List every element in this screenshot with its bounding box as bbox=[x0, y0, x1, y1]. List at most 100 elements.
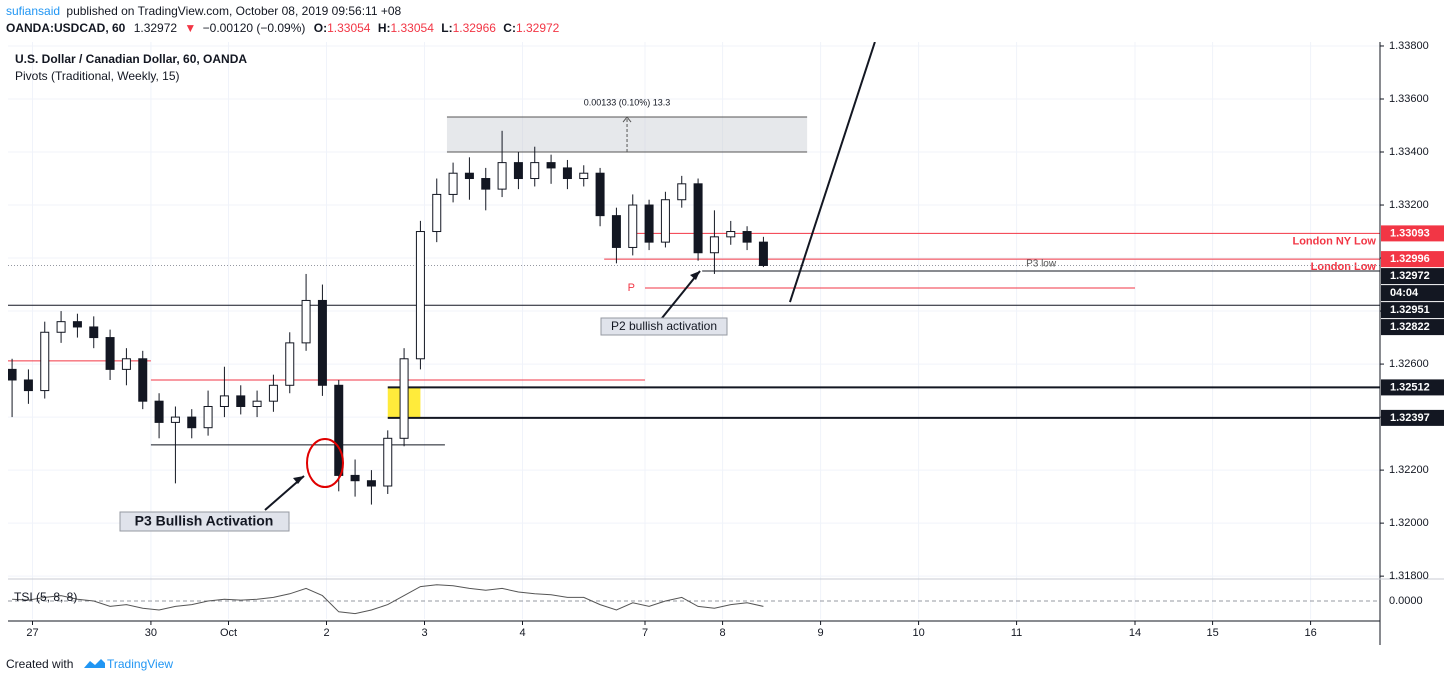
price-pane: 0.00133 (0.10%) 13.3 London NY Low London … bbox=[8, 42, 1380, 505]
symbol-line: OANDA:USDCAD, 60 1.32972 ▼ −0.00120 (−0.… bbox=[6, 21, 560, 35]
arrow bbox=[661, 270, 701, 319]
symbol: OANDA:USDCAD, 60 bbox=[6, 21, 126, 35]
price-tag bbox=[1381, 409, 1444, 426]
x-tick-label: 9 bbox=[818, 627, 824, 639]
candle-body bbox=[154, 400, 164, 423]
y-tick-label: 1.33200 bbox=[1389, 199, 1429, 211]
candle-body bbox=[758, 241, 768, 266]
footer-text: Created with bbox=[6, 657, 73, 671]
measure-arrow-head bbox=[622, 116, 632, 123]
y-tick-label: 1.32600 bbox=[1389, 358, 1429, 370]
candle-body bbox=[628, 204, 638, 248]
candle-body bbox=[236, 395, 246, 407]
x-tick-label: 3 bbox=[421, 627, 427, 639]
candle-body bbox=[203, 405, 213, 429]
candle-body bbox=[170, 416, 180, 423]
candle-body bbox=[285, 342, 295, 386]
x-tick-label: 30 bbox=[145, 627, 157, 639]
candle-body bbox=[693, 183, 703, 254]
published: published on TradingView.com, October 08… bbox=[66, 4, 401, 18]
ohlc-label: H: bbox=[378, 21, 391, 35]
candle-body bbox=[562, 167, 572, 180]
candle-body bbox=[121, 358, 131, 370]
candle-body bbox=[8, 368, 17, 381]
price-tag bbox=[1381, 302, 1444, 319]
ohlc-value: 1.32972 bbox=[516, 21, 560, 35]
level-name: London NY Low bbox=[1292, 235, 1376, 247]
price-tag bbox=[1381, 285, 1444, 302]
x-tick-label: 16 bbox=[1304, 627, 1316, 639]
axes: 1.318001.320001.322001.324001.326001.328… bbox=[8, 40, 1444, 645]
candle-body bbox=[301, 299, 311, 344]
x-tick-label: 10 bbox=[912, 627, 924, 639]
y-tick-label: 1.31800 bbox=[1389, 570, 1429, 582]
candle-body bbox=[530, 162, 540, 180]
price-tag bbox=[1381, 251, 1444, 268]
y-tick-label: 1.33600 bbox=[1389, 93, 1429, 105]
price-tag bbox=[1381, 319, 1444, 336]
price-tag-label: 1.32972 bbox=[1390, 270, 1430, 282]
candle-body bbox=[579, 172, 589, 180]
ohlc-label: O: bbox=[314, 21, 327, 35]
candle-body bbox=[383, 437, 393, 487]
level-name: P bbox=[628, 282, 635, 294]
y-tick-label: 1.32200 bbox=[1389, 464, 1429, 476]
candle-body bbox=[432, 193, 442, 233]
tsi-title: TSI (5, 8, 8) bbox=[14, 590, 77, 604]
candle-body bbox=[742, 231, 752, 243]
x-tick-label: 27 bbox=[26, 627, 38, 639]
candle-body bbox=[72, 321, 82, 328]
arrow-head bbox=[690, 271, 700, 280]
price-tag-label: 1.32822 bbox=[1390, 321, 1430, 333]
candle-body bbox=[611, 215, 621, 248]
callout-box bbox=[119, 511, 290, 532]
y-tick-label: 1.33800 bbox=[1389, 40, 1429, 52]
tsi-pane bbox=[8, 584, 1380, 615]
candle-body bbox=[350, 474, 360, 482]
candle-body bbox=[187, 416, 197, 429]
candle-body bbox=[497, 162, 507, 190]
x-tick-label: 8 bbox=[720, 627, 726, 639]
change: −0.00120 (−0.09%) bbox=[203, 21, 306, 35]
candle-body bbox=[415, 231, 425, 360]
candle-body bbox=[252, 400, 262, 407]
price-tag-label: 1.32951 bbox=[1390, 304, 1430, 316]
level-name: P3 low bbox=[1026, 259, 1057, 270]
brand-logo bbox=[84, 659, 105, 668]
candle-body bbox=[105, 337, 115, 370]
candle-body bbox=[448, 172, 458, 195]
arrow-head bbox=[293, 476, 304, 484]
ohlc-value: 1.32966 bbox=[453, 21, 497, 35]
author[interactable]: sufiansaid bbox=[6, 4, 60, 18]
candle-body bbox=[334, 384, 344, 476]
x-tick-label: 7 bbox=[642, 627, 648, 639]
candle-body bbox=[513, 162, 523, 180]
annotations: P3 Bullish Activation P2 bullish activat… bbox=[119, 270, 728, 532]
ohlc-value: 1.33054 bbox=[391, 21, 435, 35]
legend-title: U.S. Dollar / Canadian Dollar, 60, OANDA bbox=[15, 52, 247, 66]
x-tick-label: 14 bbox=[1129, 627, 1141, 639]
legend-subtitle: Pivots (Traditional, Weekly, 15) bbox=[15, 69, 180, 83]
y-tick-label: 1.33400 bbox=[1389, 146, 1429, 158]
price-tag bbox=[1381, 225, 1444, 242]
candle-body bbox=[40, 331, 50, 392]
tsi-line bbox=[12, 584, 764, 615]
candle-body bbox=[464, 172, 474, 180]
footer-brand[interactable]: TradingView bbox=[107, 657, 173, 671]
down-icon: ▼ bbox=[184, 21, 196, 35]
price-tag-label: 1.32512 bbox=[1390, 381, 1430, 393]
price-tag bbox=[1381, 268, 1444, 285]
last-price: 1.32972 bbox=[134, 21, 178, 35]
x-tick-label: 15 bbox=[1206, 627, 1218, 639]
candle-body bbox=[709, 236, 719, 254]
callout-box bbox=[600, 317, 728, 336]
x-tick-label: 4 bbox=[519, 627, 525, 639]
candle-body bbox=[219, 395, 229, 407]
ohlc-label: L: bbox=[441, 21, 452, 35]
y-tick-label: 0.0000 bbox=[1389, 595, 1423, 607]
candle-body bbox=[23, 379, 33, 392]
candle-body bbox=[268, 384, 278, 402]
price-tag-label: 1.32996 bbox=[1390, 253, 1430, 265]
